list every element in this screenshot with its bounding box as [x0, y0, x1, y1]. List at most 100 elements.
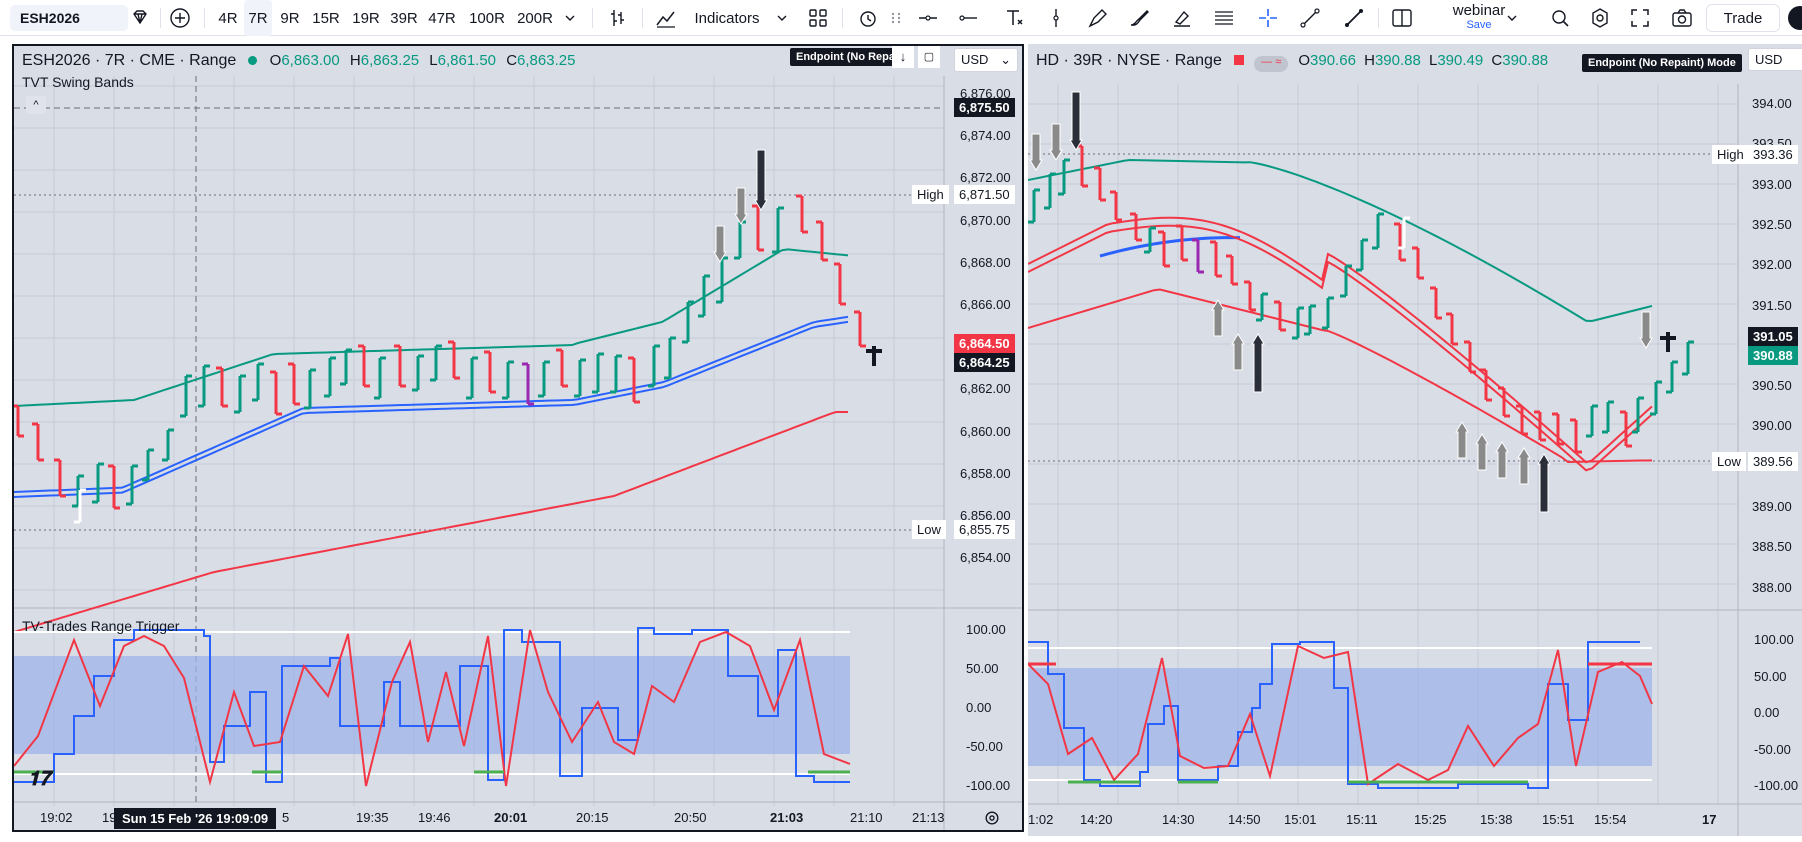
left-arrow-down-gray: [713, 225, 727, 263]
maximize-icon[interactable]: ▢: [918, 46, 940, 68]
interval-15r[interactable]: 15R: [312, 9, 340, 27]
left-crosshair-date: Sun 15 Feb '26 19:09:09: [114, 808, 277, 829]
camera-icon[interactable]: [1670, 6, 1694, 30]
left-time-tick-10: 21:13: [912, 810, 945, 825]
interval-4r[interactable]: 4R: [218, 9, 238, 27]
interval-39r[interactable]: 39R: [390, 9, 418, 27]
download-icon[interactable]: ↓: [892, 46, 914, 68]
right-h-label: H: [1364, 52, 1375, 69]
left-chart-pane[interactable]: ESH2026 · 7R · CME · Range O6,863.00 H6,…: [12, 44, 1024, 832]
right-time-tick-2: 14:30: [1162, 812, 1195, 827]
right-price-bar: [1130, 212, 1142, 242]
drag-handle-icon[interactable]: [884, 6, 908, 30]
right-close: 390.88: [1502, 52, 1549, 69]
left-price-bar: [92, 462, 104, 504]
indicators-icon[interactable]: [654, 6, 678, 30]
left-price-bar: [484, 350, 496, 394]
right-price-tick-0: 394.00: [1752, 96, 1792, 111]
layout-name-button[interactable]: webinar Save: [1424, 0, 1534, 36]
right-arrow-up-gray: [1495, 441, 1509, 479]
interval-7r[interactable]: 7R: [244, 0, 272, 36]
left-price-bar: [216, 366, 228, 408]
chevron-down-icon[interactable]: [770, 6, 794, 30]
alert-clock-icon[interactable]: [856, 6, 880, 30]
avatar[interactable]: [1788, 6, 1802, 30]
left-price-bar: [252, 362, 264, 402]
left-price-bar: [664, 336, 676, 380]
left-low-value: 6,855.75: [954, 520, 1015, 539]
right-price-tick-4: 392.00: [1752, 257, 1792, 273]
left-price-bar: [270, 370, 282, 416]
left-symbol-title[interactable]: ESH2026 · 7R · CME · Range: [22, 52, 237, 69]
brush-icon[interactable]: [1128, 6, 1152, 30]
flag-icon[interactable]: [1234, 55, 1245, 65]
chevron-down-icon[interactable]: [558, 6, 582, 30]
split-layout-icon[interactable]: [1390, 6, 1414, 30]
highlighter-icon[interactable]: [1170, 6, 1194, 30]
interval-19r[interactable]: 19R: [352, 9, 380, 27]
fullscreen-icon[interactable]: [1628, 6, 1652, 30]
left-indicator-title[interactable]: TVT Swing Bands: [22, 74, 134, 90]
collapse-legend-button[interactable]: ^: [26, 96, 46, 114]
horizontal-line-icon[interactable]: [956, 6, 980, 30]
interval-100r[interactable]: 100R: [469, 9, 505, 27]
symbol-search-button[interactable]: ESH2026: [10, 5, 128, 31]
diamond-icon[interactable]: [128, 6, 152, 30]
right-arrow-down-black: [1069, 91, 1083, 151]
right-price-bar: [1682, 340, 1694, 376]
left-arrow-down-black: [754, 149, 768, 211]
left-price-bar: [682, 300, 694, 344]
bar-style-icon[interactable]: [606, 6, 630, 30]
right-chart-pane[interactable]: HD · 39R · NYSE · Range — ≈ O390.66 H390…: [1028, 44, 1802, 836]
left-osc-blue: [14, 627, 850, 783]
left-oscillator-title[interactable]: TV-Trades Range Trigger: [22, 618, 180, 634]
left-price-bar: [180, 374, 192, 418]
left-price-tick-11: 6,854.00: [960, 550, 1011, 566]
chart-settings-icon[interactable]: [982, 808, 1002, 828]
interval-9r[interactable]: 9R: [280, 9, 300, 27]
vertical-line-icon[interactable]: [1044, 6, 1068, 30]
right-price-tick-5: 391.50: [1752, 297, 1792, 313]
right-osc-tick-4: -100.00: [1754, 778, 1799, 793]
left-currency-select[interactable]: USD ⌄: [954, 48, 1018, 72]
right-chart-canvas[interactable]: [1028, 44, 1802, 836]
right-time-tick-6: 15:25: [1414, 812, 1447, 827]
right-symbol-title[interactable]: HD · 39R · NYSE · Range: [1036, 52, 1222, 69]
right-low-label: Low: [1712, 452, 1746, 471]
right-price-tick-7: 390.50: [1752, 378, 1792, 394]
left-last-price-red: 6,864.50: [954, 334, 1015, 353]
crosshair-icon[interactable]: [1256, 6, 1280, 30]
left-price-tick-2: 6,872.00: [960, 170, 1011, 186]
left-cursor-cross-icon: [866, 346, 882, 366]
right-price-bar-white: [1398, 216, 1410, 250]
measure-icon[interactable]: [1342, 6, 1366, 30]
left-price-bar: [304, 368, 316, 410]
left-open: 6,863.00: [281, 52, 340, 69]
chevron-down-icon[interactable]: [1500, 6, 1524, 30]
trade-button[interactable]: Trade: [1706, 4, 1780, 32]
horizontal-ray-icon[interactable]: [916, 6, 940, 30]
left-price-bar: [288, 362, 300, 406]
templates-icon[interactable]: [806, 6, 830, 30]
right-price-bar: [1552, 412, 1564, 446]
right-currency-select[interactable]: USD: [1748, 48, 1802, 71]
right-osc-red: [1028, 644, 1653, 786]
indicators-button[interactable]: Indicators: [694, 9, 760, 27]
left-l-label: L: [429, 52, 438, 69]
interval-200r[interactable]: 200R: [517, 9, 553, 27]
quick-search-icon[interactable]: [1548, 6, 1572, 30]
right-price-tick-3: 392.50: [1752, 216, 1792, 232]
text-tool-icon[interactable]: [1002, 6, 1026, 30]
right-osc-tick-0: 100.00: [1754, 632, 1794, 647]
left-chart-canvas[interactable]: [14, 46, 1022, 830]
fib-retracement-icon[interactable]: [1212, 6, 1236, 30]
trend-line-icon[interactable]: [1298, 6, 1322, 30]
right-price-bar: [1632, 396, 1644, 434]
add-symbol-icon[interactable]: [168, 6, 192, 30]
settings-gear-icon[interactable]: [1588, 6, 1612, 30]
pen-tool-icon[interactable]: [1086, 6, 1110, 30]
interval-47r[interactable]: 47R: [428, 9, 456, 27]
left-price-bar: [734, 220, 746, 260]
right-osc-zone: [1028, 668, 1652, 766]
right-price-bar: [1058, 158, 1070, 196]
